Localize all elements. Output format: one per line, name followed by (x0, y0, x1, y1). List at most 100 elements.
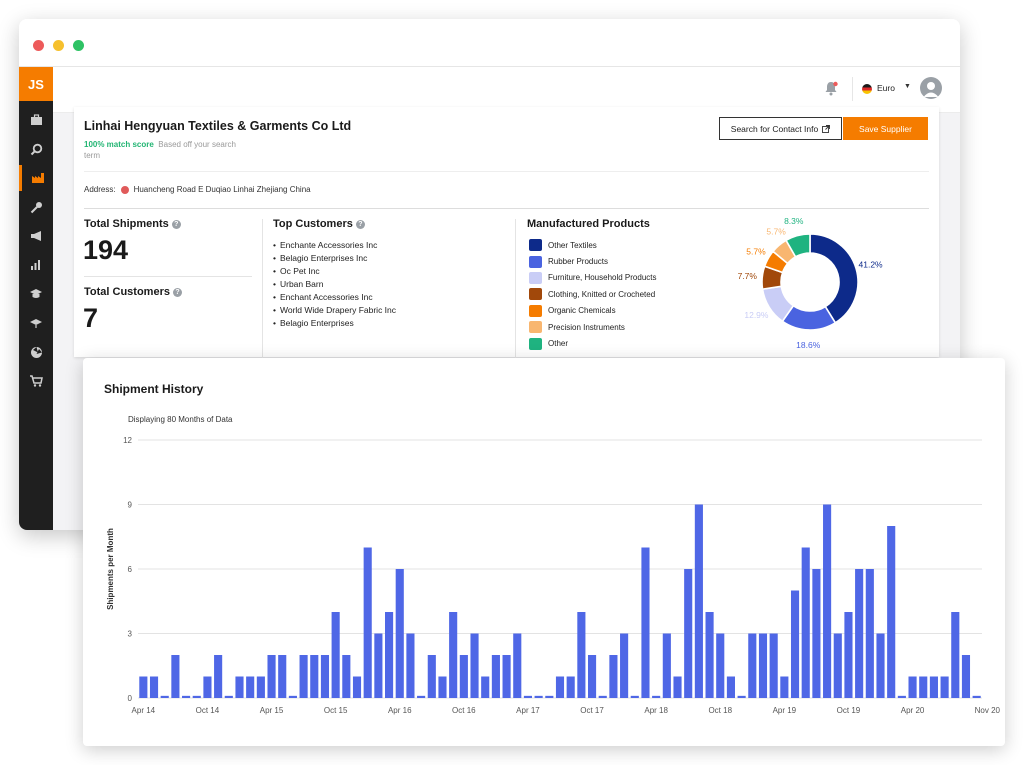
app-logo[interactable]: JS (19, 67, 53, 101)
bar[interactable] (235, 676, 244, 699)
bar[interactable] (203, 676, 212, 699)
bar[interactable] (299, 655, 308, 698)
bar[interactable] (470, 633, 479, 699)
bar[interactable] (523, 695, 533, 698)
bar[interactable] (160, 695, 169, 698)
bar[interactable] (427, 655, 436, 698)
bar[interactable] (758, 633, 768, 699)
bar[interactable] (149, 676, 159, 699)
bar[interactable] (395, 569, 404, 698)
bar[interactable] (256, 676, 265, 699)
bar[interactable] (171, 655, 180, 698)
bar[interactable] (844, 612, 853, 698)
bar[interactable] (662, 633, 671, 699)
bar[interactable] (139, 676, 148, 699)
chevron-down-icon[interactable]: ▼ (904, 83, 911, 90)
bar[interactable] (865, 569, 874, 698)
factory-icon[interactable] (19, 165, 53, 191)
key-icon[interactable] (19, 194, 53, 220)
bar[interactable] (876, 633, 885, 699)
bar[interactable] (652, 695, 661, 698)
bar-chart-icon[interactable] (19, 252, 53, 278)
bar[interactable] (352, 676, 362, 699)
bar[interactable] (705, 612, 714, 698)
bar[interactable] (331, 612, 340, 698)
bar[interactable] (534, 695, 543, 698)
donut-slice[interactable] (809, 233, 859, 324)
germany-flag-icon[interactable] (862, 84, 872, 94)
bar[interactable] (630, 695, 639, 698)
graduation-cap-icon[interactable] (19, 281, 53, 307)
bar[interactable] (320, 655, 330, 698)
bar[interactable] (555, 676, 565, 699)
bar[interactable] (192, 695, 201, 698)
bar[interactable] (887, 526, 896, 698)
bar[interactable] (481, 676, 490, 699)
bar[interactable] (748, 633, 757, 699)
bar[interactable] (972, 695, 981, 698)
bar[interactable] (737, 695, 746, 698)
bar[interactable] (438, 676, 447, 699)
bar[interactable] (940, 676, 949, 699)
bar[interactable] (812, 569, 821, 698)
bar[interactable] (363, 547, 372, 699)
bell-icon[interactable] (824, 81, 838, 101)
help-icon[interactable]: ? (171, 219, 181, 229)
bar[interactable] (513, 633, 522, 699)
user-avatar-icon[interactable] (920, 77, 942, 99)
bar[interactable] (641, 547, 650, 699)
bar[interactable] (459, 655, 468, 698)
bar[interactable] (726, 676, 735, 699)
mortarboard-icon[interactable] (19, 310, 53, 336)
bar[interactable] (502, 655, 511, 698)
bar[interactable] (587, 655, 597, 698)
bar[interactable] (790, 590, 800, 699)
bar[interactable] (673, 676, 682, 699)
bar[interactable] (694, 504, 703, 699)
megaphone-icon[interactable] (19, 223, 53, 249)
search-contact-info-button[interactable]: Search for Contact Info (719, 117, 842, 140)
window-close-dot[interactable] (33, 40, 44, 51)
bar[interactable] (951, 612, 960, 698)
bar[interactable] (182, 695, 191, 698)
bar[interactable] (684, 569, 693, 698)
bar[interactable] (769, 633, 778, 699)
save-supplier-button[interactable]: Save Supplier (843, 117, 928, 140)
search-icon[interactable] (19, 136, 53, 162)
briefcase-icon[interactable] (19, 107, 53, 133)
bar[interactable] (566, 676, 575, 699)
bar[interactable] (929, 676, 938, 699)
window-minimize-dot[interactable] (53, 40, 64, 51)
bar[interactable] (310, 655, 319, 698)
bar[interactable] (385, 612, 394, 698)
bar[interactable] (919, 676, 928, 699)
currency-selector[interactable]: Euro (877, 83, 895, 93)
bar[interactable] (801, 547, 810, 699)
help-icon[interactable]: ? (172, 287, 182, 297)
bar[interactable] (598, 695, 607, 698)
bar[interactable] (833, 633, 842, 699)
bar[interactable] (374, 633, 383, 699)
bar[interactable] (609, 655, 618, 698)
bar[interactable] (246, 676, 255, 699)
bar[interactable] (897, 695, 906, 698)
bar[interactable] (780, 676, 789, 699)
bar[interactable] (823, 504, 832, 699)
bar[interactable] (214, 655, 223, 698)
bar[interactable] (491, 655, 500, 698)
help-icon[interactable]: ? (355, 219, 365, 229)
cart-icon[interactable] (19, 368, 53, 394)
bar[interactable] (406, 633, 415, 699)
bar[interactable] (620, 633, 629, 699)
bar[interactable] (342, 655, 351, 698)
bar[interactable] (908, 676, 917, 699)
bar[interactable] (449, 612, 458, 698)
bar[interactable] (545, 695, 554, 698)
bar[interactable] (278, 655, 287, 698)
bar[interactable] (961, 655, 971, 698)
bar[interactable] (417, 695, 426, 698)
bar[interactable] (224, 695, 233, 698)
bar[interactable] (577, 612, 586, 698)
bar[interactable] (855, 569, 864, 698)
bar[interactable] (267, 655, 276, 698)
